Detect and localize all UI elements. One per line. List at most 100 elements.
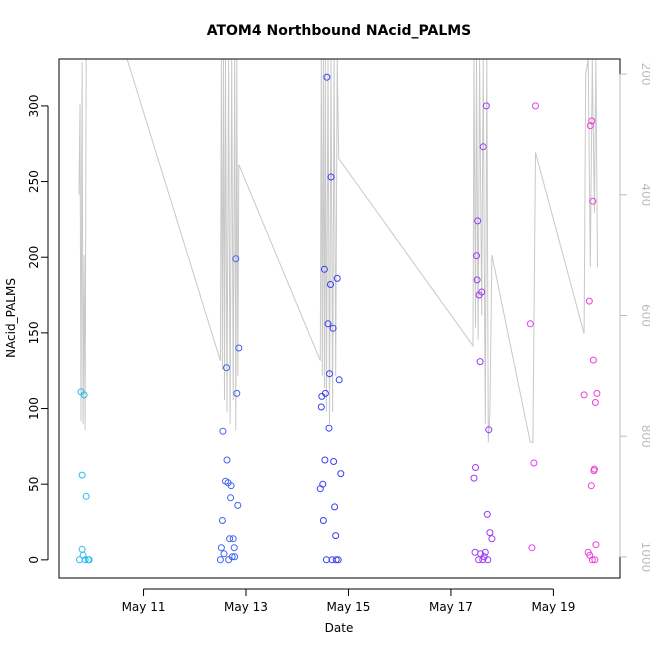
data-point — [230, 544, 238, 552]
data-point — [218, 517, 226, 524]
right-axis-tick-label: 200 — [639, 63, 650, 86]
data-point — [329, 324, 337, 332]
y-tick-label: 200 — [27, 246, 41, 269]
data-point — [80, 391, 88, 399]
x-axis-label: Date — [325, 621, 354, 635]
data-point — [226, 535, 234, 543]
data-point — [319, 517, 327, 524]
data-point — [79, 551, 87, 559]
right-axis-tick-label: 600 — [639, 304, 650, 327]
data-point — [228, 553, 236, 561]
right-axis-tick-label: 1000 — [639, 542, 650, 573]
data-point — [526, 320, 534, 328]
data-point — [231, 553, 239, 561]
data-point — [321, 456, 329, 464]
data-point — [476, 358, 484, 366]
data-point — [323, 73, 331, 81]
y-tick-label: 300 — [27, 94, 41, 117]
right-axis-tick-label: 800 — [639, 425, 650, 448]
data-point — [591, 399, 599, 406]
axes-layer: 0 50 100 150 200 250 300 May 11 May 13 May 15 May … — [27, 58, 650, 614]
data-point — [325, 424, 333, 432]
right-axis-line-layer — [78, 59, 598, 443]
data-point — [320, 265, 328, 273]
y-tick-label: 0 — [27, 556, 41, 564]
data-point — [81, 556, 89, 564]
data-point — [585, 297, 593, 305]
chart-title: ATOM4 Northbound NAcid_PALMS — [207, 23, 472, 39]
data-point — [317, 403, 325, 411]
data-point — [473, 252, 480, 260]
x-tick-label: May 15 — [327, 600, 371, 614]
data-point — [482, 102, 490, 110]
data-point — [216, 556, 224, 564]
data-point — [334, 556, 342, 564]
data-point — [478, 288, 486, 296]
data-point — [227, 482, 235, 490]
y-tick-label: 250 — [27, 170, 41, 193]
data-point — [530, 459, 538, 467]
y-axis-label: NAcid_PALMS — [4, 278, 18, 358]
data-point — [324, 320, 332, 328]
data-point — [326, 370, 333, 378]
data-point — [486, 529, 494, 537]
data-point — [484, 556, 492, 564]
data-point — [475, 556, 483, 564]
y-tick-label: 50 — [27, 477, 41, 492]
data-point — [219, 427, 227, 435]
data-point — [488, 535, 496, 543]
data-point — [217, 544, 225, 552]
data-point — [588, 117, 596, 125]
data-point — [485, 426, 493, 434]
data-point — [473, 276, 481, 284]
data-point — [483, 510, 491, 518]
data-point — [337, 470, 345, 478]
data-point — [528, 544, 536, 552]
plot-border — [58, 58, 621, 579]
x-tick-label: May 13 — [224, 600, 268, 614]
right-axis-series-line — [78, 59, 598, 443]
data-point — [471, 548, 479, 556]
data-point — [229, 535, 237, 543]
right-axis-tick-label: 400 — [639, 183, 650, 206]
x-tick-label: May 11 — [122, 600, 166, 614]
data-point — [319, 480, 327, 488]
data-point — [235, 344, 243, 352]
data-point — [580, 391, 588, 399]
data-point — [78, 471, 86, 479]
data-point — [590, 465, 598, 473]
data-point — [332, 532, 340, 540]
x-tick-label: May 17 — [429, 600, 473, 614]
data-point — [593, 389, 601, 397]
data-point — [327, 173, 335, 181]
data-point — [589, 356, 597, 364]
data-point — [327, 281, 334, 288]
data-point — [331, 503, 339, 511]
data-point — [532, 102, 539, 110]
data-point — [330, 458, 338, 465]
data-point — [220, 550, 228, 558]
data-point — [223, 364, 230, 372]
data-point — [223, 456, 231, 464]
data-point — [481, 548, 489, 556]
data-point — [234, 501, 242, 509]
data-point — [335, 376, 343, 384]
data-point — [333, 274, 341, 282]
data-point — [588, 556, 596, 564]
data-point — [85, 556, 93, 564]
data-point — [332, 556, 340, 564]
data-point — [474, 217, 482, 225]
y-tick-label: 150 — [27, 321, 41, 344]
data-point — [591, 556, 599, 564]
data-point — [82, 492, 90, 500]
data-point — [586, 122, 594, 130]
data-point — [589, 197, 597, 205]
scatter-points-layer — [76, 73, 601, 564]
y-tick-label: 100 — [27, 397, 41, 420]
data-point — [321, 389, 329, 397]
x-tick-label: May 19 — [531, 600, 575, 614]
data-point — [472, 464, 479, 471]
data-point — [479, 143, 487, 151]
data-point — [78, 545, 86, 553]
